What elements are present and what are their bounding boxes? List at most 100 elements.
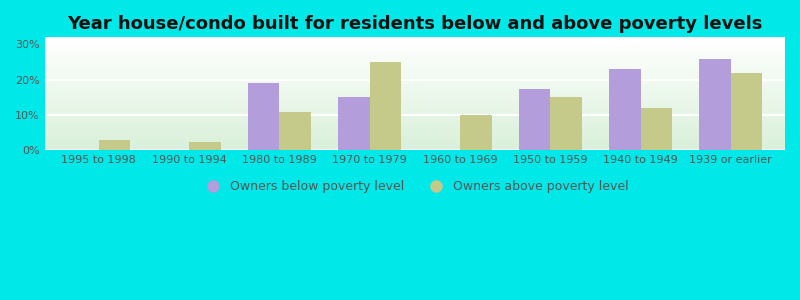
Bar bbox=[45, 137, 785, 138]
Bar bbox=[45, 132, 785, 133]
Bar bbox=[45, 146, 785, 147]
Bar bbox=[641, 108, 672, 150]
Bar bbox=[45, 123, 785, 124]
Bar bbox=[45, 47, 785, 48]
Bar bbox=[45, 77, 785, 78]
Bar bbox=[45, 144, 785, 145]
Bar bbox=[45, 135, 785, 136]
Bar bbox=[45, 115, 785, 116]
Bar bbox=[45, 103, 785, 104]
Legend: Owners below poverty level, Owners above poverty level: Owners below poverty level, Owners above… bbox=[195, 176, 634, 198]
Bar bbox=[45, 113, 785, 114]
Bar bbox=[45, 87, 785, 88]
Bar bbox=[45, 82, 785, 83]
Bar bbox=[45, 147, 785, 148]
Bar bbox=[45, 86, 785, 87]
Bar bbox=[460, 115, 491, 150]
Bar bbox=[45, 56, 785, 57]
Bar bbox=[45, 125, 785, 126]
Bar bbox=[45, 64, 785, 65]
Bar bbox=[45, 49, 785, 50]
Bar bbox=[45, 37, 785, 38]
Bar bbox=[45, 52, 785, 53]
Bar bbox=[45, 88, 785, 89]
Bar bbox=[45, 140, 785, 141]
Bar bbox=[45, 114, 785, 115]
Bar bbox=[45, 71, 785, 72]
Bar bbox=[45, 104, 785, 105]
Bar bbox=[45, 138, 785, 139]
Bar bbox=[518, 88, 550, 150]
Bar bbox=[45, 69, 785, 70]
Bar bbox=[45, 72, 785, 73]
Bar bbox=[45, 78, 785, 79]
Bar bbox=[45, 63, 785, 64]
Bar bbox=[45, 70, 785, 71]
Bar bbox=[45, 39, 785, 40]
Bar bbox=[45, 127, 785, 128]
Bar bbox=[45, 81, 785, 82]
Bar bbox=[45, 46, 785, 47]
Bar bbox=[45, 85, 785, 86]
Bar bbox=[45, 112, 785, 113]
Bar bbox=[45, 93, 785, 94]
Bar bbox=[45, 95, 785, 96]
Bar bbox=[45, 98, 785, 99]
Bar bbox=[45, 84, 785, 85]
Bar bbox=[279, 112, 311, 150]
Bar bbox=[45, 65, 785, 66]
Bar bbox=[45, 143, 785, 144]
Bar bbox=[370, 62, 402, 150]
Bar bbox=[45, 89, 785, 90]
Bar bbox=[45, 126, 785, 127]
Bar bbox=[338, 98, 370, 150]
Bar bbox=[98, 140, 130, 150]
Bar bbox=[45, 133, 785, 134]
Bar bbox=[699, 58, 731, 150]
Title: Year house/condo built for residents below and above poverty levels: Year house/condo built for residents bel… bbox=[67, 15, 762, 33]
Bar bbox=[45, 111, 785, 112]
Bar bbox=[45, 109, 785, 110]
Bar bbox=[45, 62, 785, 63]
Bar bbox=[45, 59, 785, 60]
Bar bbox=[45, 110, 785, 111]
Bar bbox=[45, 74, 785, 75]
Bar bbox=[45, 58, 785, 59]
Bar bbox=[45, 99, 785, 100]
Bar bbox=[45, 76, 785, 77]
Bar bbox=[45, 50, 785, 51]
Bar bbox=[45, 60, 785, 61]
Bar bbox=[45, 102, 785, 103]
Bar bbox=[45, 149, 785, 150]
Bar bbox=[731, 73, 762, 150]
Bar bbox=[45, 48, 785, 49]
Bar bbox=[45, 131, 785, 132]
Bar bbox=[45, 44, 785, 45]
Bar bbox=[45, 129, 785, 130]
Bar bbox=[45, 51, 785, 52]
Bar bbox=[189, 142, 221, 150]
Bar bbox=[45, 106, 785, 107]
Bar bbox=[45, 118, 785, 119]
Bar bbox=[45, 119, 785, 120]
Bar bbox=[45, 134, 785, 135]
Bar bbox=[45, 130, 785, 131]
Bar bbox=[45, 66, 785, 67]
Bar bbox=[45, 122, 785, 123]
Bar bbox=[550, 98, 582, 150]
Bar bbox=[45, 41, 785, 42]
Bar bbox=[45, 116, 785, 117]
Bar bbox=[45, 101, 785, 102]
Bar bbox=[248, 83, 279, 150]
Bar bbox=[45, 142, 785, 143]
Bar bbox=[45, 42, 785, 43]
Bar bbox=[45, 96, 785, 97]
Bar bbox=[45, 61, 785, 62]
Bar bbox=[45, 53, 785, 54]
Bar bbox=[609, 69, 641, 150]
Bar bbox=[45, 90, 785, 91]
Bar bbox=[45, 55, 785, 56]
Bar bbox=[45, 107, 785, 108]
Bar bbox=[45, 97, 785, 98]
Bar bbox=[45, 105, 785, 106]
